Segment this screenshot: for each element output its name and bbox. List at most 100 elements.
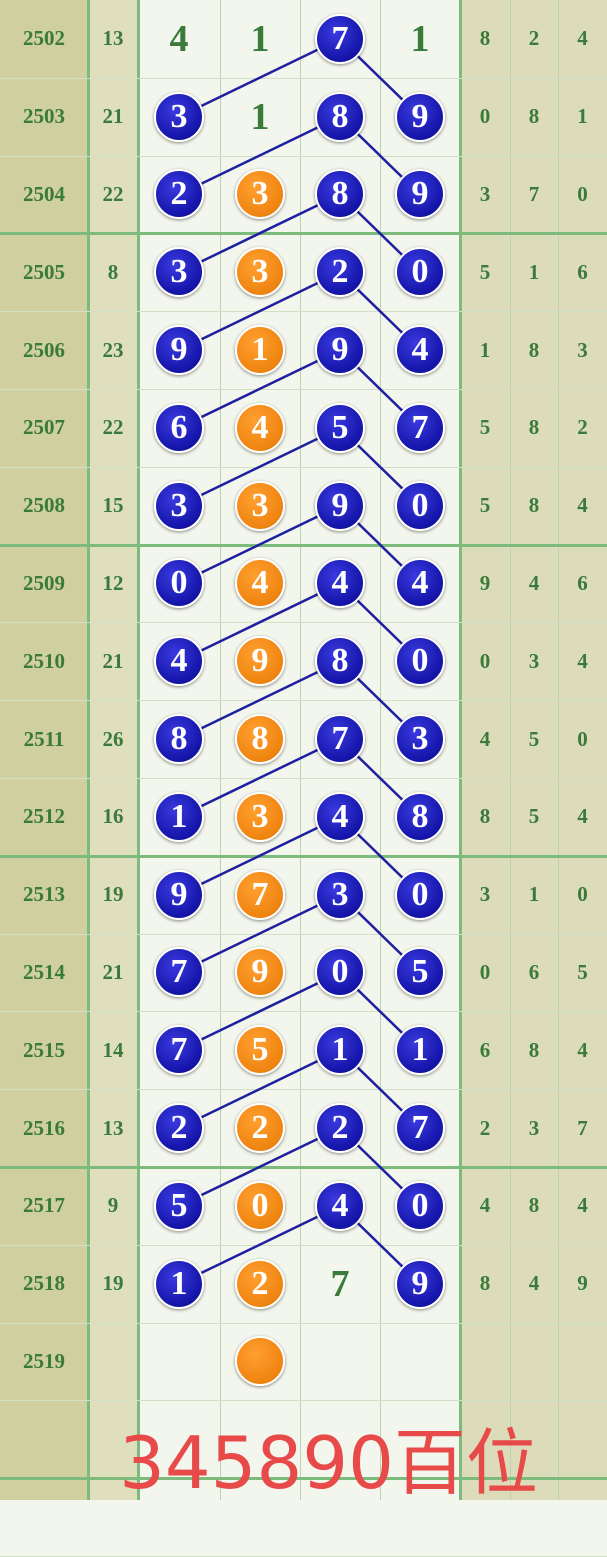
grid-hline [0,622,607,624]
blue-ball-cell: 6 [138,389,220,467]
blue-ball: 0 [154,558,204,609]
period-label: 2506 [23,337,65,362]
sum-value: 9 [107,1193,119,1218]
blue-ball: 3 [395,714,445,765]
orange-ball: 1 [235,325,285,376]
blue-ball-cell: 8 [300,156,380,234]
blue-ball-cell: 3 [138,467,220,545]
grid-vline [220,0,221,1500]
tail-digit: 3 [528,1115,540,1140]
blue-ball-cell: 0 [380,1167,460,1245]
sum-value: 14 [102,1037,124,1062]
blue-ball-cell: 7 [300,0,380,78]
orange-ball: 2 [235,1258,285,1309]
tail-digit: 4 [528,1271,540,1296]
blue-ball-cell: 7 [380,1089,460,1167]
blue-ball: 4 [315,1180,365,1231]
blue-ball: 2 [315,247,365,298]
blue-ball-cell: 1 [138,1245,220,1323]
period-label: 2503 [23,104,65,129]
blue-ball: 1 [154,791,204,842]
tail-digit: 3 [479,181,491,206]
tail-digit: 0 [479,959,491,984]
link-line [178,1126,341,1208]
tail-digit: 6 [479,1037,491,1062]
tail-digit: 1 [479,337,491,362]
orange-ball: 4 [235,558,285,609]
grid-hline [0,311,607,313]
grid-vline [300,0,301,1500]
tail-digit [558,1323,607,1401]
blue-ball-cell: 9 [380,1245,460,1323]
blue-ball-cell: 4 [300,1167,380,1245]
blue-ball: 4 [315,791,365,842]
grid-vline [510,0,511,1500]
tail-digit: 4 [479,726,491,751]
blue-ball: 1 [154,1258,204,1309]
blue-ball: 3 [315,869,365,920]
blue-ball: 9 [315,480,365,531]
blue-ball: 0 [315,947,365,998]
blue-ball-cell: 5 [380,934,460,1012]
tail-digit: 4 [577,1037,588,1062]
grid-hline [0,389,607,390]
orange-ball-cell: 7 [220,856,300,934]
tail-digit: 8 [528,104,540,129]
sum-value: 16 [102,804,124,829]
link-line [178,1049,341,1130]
blue-ball: 3 [154,480,204,531]
tail-digit: 4 [577,493,588,518]
tail-digit: 4 [577,804,588,829]
tail-digit [460,1323,510,1401]
blue-ball: 9 [395,1258,445,1309]
orange-ball-cell: 2 [220,1245,300,1323]
blue-ball-cell: 2 [138,1089,220,1167]
sum-value: 19 [102,1271,124,1296]
blue-ball: 0 [395,247,445,298]
blue-ball-cell: 3 [300,856,380,934]
blue-ball: 0 [395,869,445,920]
blue-ball-cell: 7 [380,389,460,467]
grid-hline [0,1089,607,1091]
tail-digit: 0 [479,104,491,129]
blue-ball-cell: 9 [380,78,460,156]
blue-ball-cell: 8 [300,78,380,156]
tail-digit: 8 [528,415,540,440]
period-label: 2502 [23,26,65,51]
blue-ball-cell: 0 [380,622,460,700]
link-line [178,348,341,430]
blue-ball-cell: 9 [300,311,380,389]
blue-ball-cell: 8 [380,778,460,856]
blue-ball-cell: 0 [138,545,220,623]
tail-digit: 3 [479,882,491,907]
blue-ball: 0 [395,480,445,531]
tail-digit: 8 [479,26,491,51]
tail-columns-bg [460,0,607,1500]
blue-ball: 0 [395,1180,445,1231]
blue-ball-cell: 8 [138,700,220,778]
grid-vline [87,0,90,1500]
tail-digit: 5 [479,415,491,440]
blue-ball-cell: 2 [138,156,220,234]
tail-digit: 5 [479,493,491,518]
tail-digit: 6 [577,570,588,595]
tail-digit: 3 [528,648,540,673]
blue-ball-cell: 4 [380,545,460,623]
tail-digit: 1 [528,882,540,907]
period-label: 2518 [23,1271,65,1296]
blue-ball-cell: 7 [300,700,380,778]
blue-ball-cell: 7 [138,1011,220,1089]
blue-ball-cell: 3 [138,233,220,311]
blue-ball-cell: 0 [300,934,380,1012]
blue-ball-cell: 0 [380,467,460,545]
link-line [178,37,341,118]
blue-ball-cell: 5 [300,389,380,467]
orange-ball-cell: 5 [220,1011,300,1089]
blue-ball: 8 [315,169,365,220]
orange-ball: 4 [235,402,285,453]
sum-value [88,1323,138,1401]
tail-digit: 6 [577,259,588,284]
blue-ball: 8 [315,636,365,687]
grid-vline [459,0,462,1500]
tail-digit: 5 [528,804,540,829]
